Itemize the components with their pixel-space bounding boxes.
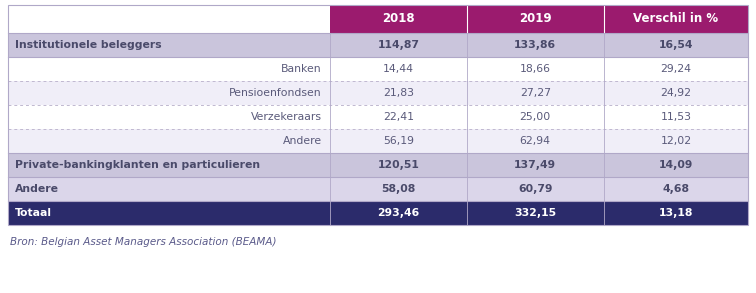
Text: 16,54: 16,54 [658,40,693,50]
Text: Totaal: Totaal [15,208,52,218]
Bar [8,105,748,129]
Text: 25,00: 25,00 [519,112,551,122]
Text: Private-bankingklanten en particulieren: Private-bankingklanten en particulieren [15,160,260,170]
Text: 27,27: 27,27 [520,88,551,98]
Text: Institutionele beleggers: Institutionele beleggers [15,40,162,50]
Bar [8,153,748,177]
Bar [604,5,748,33]
Bar [8,129,748,153]
Text: 120,51: 120,51 [377,160,420,170]
Text: 2018: 2018 [382,13,414,25]
Text: Pensioenfondsen: Pensioenfondsen [229,88,322,98]
Text: 332,15: 332,15 [514,208,556,218]
Text: 293,46: 293,46 [377,208,420,218]
Bar [466,5,604,33]
Text: 14,09: 14,09 [658,160,693,170]
Text: 133,86: 133,86 [514,40,556,50]
Text: Verschil in %: Verschil in % [634,13,718,25]
Text: 137,49: 137,49 [514,160,556,170]
Text: 4,68: 4,68 [662,184,689,194]
Text: Verzekeraars: Verzekeraars [251,112,322,122]
Text: 24,92: 24,92 [660,88,691,98]
Bar [8,33,748,57]
Text: 56,19: 56,19 [383,136,414,146]
Text: 13,18: 13,18 [658,208,693,218]
Text: Banken: Banken [281,64,322,74]
Bar [330,5,466,33]
Bar [8,177,748,201]
Bar [8,81,748,105]
Text: 21,83: 21,83 [383,88,414,98]
Bar [8,5,748,225]
Text: 58,08: 58,08 [381,184,416,194]
Text: 18,66: 18,66 [520,64,551,74]
Text: 114,87: 114,87 [377,40,420,50]
Text: 12,02: 12,02 [660,136,692,146]
Text: Andere: Andere [283,136,322,146]
Text: 29,24: 29,24 [660,64,691,74]
Text: 14,44: 14,44 [383,64,414,74]
Bar [8,57,748,81]
Text: 22,41: 22,41 [383,112,414,122]
Bar [8,201,748,225]
Text: 62,94: 62,94 [520,136,551,146]
Bar [8,5,330,33]
Text: 11,53: 11,53 [660,112,691,122]
Text: Bron: Belgian Asset Managers Association (BEAMA): Bron: Belgian Asset Managers Association… [10,237,277,247]
Text: 60,79: 60,79 [518,184,553,194]
Text: Andere: Andere [15,184,59,194]
Text: 2019: 2019 [519,13,552,25]
